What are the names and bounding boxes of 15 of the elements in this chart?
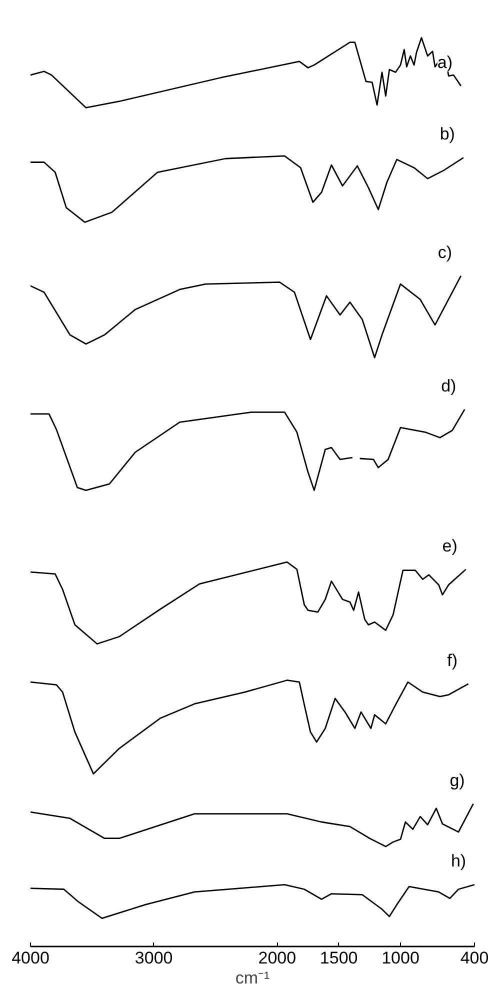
series-label: c) — [438, 242, 452, 262]
x-tick-label: 400 — [460, 948, 489, 968]
series-label: b) — [440, 124, 455, 144]
series-label: g) — [450, 770, 465, 790]
x-tick-label: 2000 — [258, 948, 296, 968]
series-label: e) — [442, 536, 458, 556]
x-tick-label: 4000 — [12, 948, 50, 968]
x-tick-label: 1500 — [320, 948, 358, 968]
series-label: h) — [450, 852, 466, 871]
series-label: f) — [447, 650, 458, 670]
x-tick-label: 3000 — [134, 948, 173, 968]
series-label: d) — [441, 376, 456, 396]
series-label: a) — [437, 52, 452, 72]
x-tick-label: 1000 — [382, 948, 420, 968]
x-axis-title: cm⁻¹ — [235, 968, 270, 988]
